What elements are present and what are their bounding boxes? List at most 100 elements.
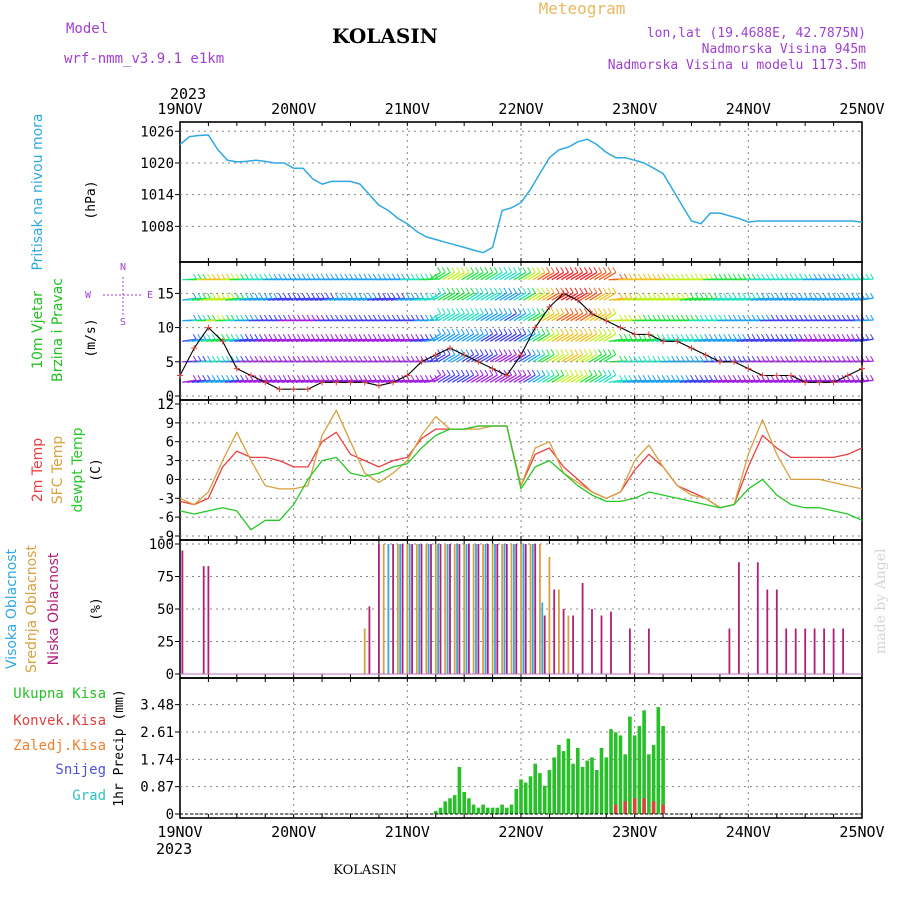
precip-bar-0: [433, 810, 438, 814]
wind-barb: [329, 297, 344, 301]
wind-barb: [736, 338, 751, 342]
wind-barb-flag: [789, 314, 794, 321]
wind-barb-flag: [555, 328, 560, 335]
wind-barb-flag: [273, 314, 278, 321]
wind-barb: [622, 338, 637, 342]
wind-barb: [556, 271, 569, 281]
wind-barb: [508, 312, 522, 322]
precip-bar-0: [505, 807, 509, 814]
wind-barb-flag: [704, 333, 709, 340]
wind-barb-flag: [541, 308, 546, 314]
wind-barb-flag: [460, 328, 465, 335]
precip-bar-0: [580, 766, 585, 814]
wind-barb-flag: [221, 292, 226, 299]
wind-barb-flag: [751, 333, 756, 340]
wind-barb-flag: [358, 314, 363, 321]
wind-barb-flag: [541, 287, 546, 294]
wind-barb: [651, 379, 666, 383]
wind-barb-flag: [207, 314, 212, 321]
wind-barb-flag: [315, 374, 320, 381]
precip-bar-0: [595, 770, 599, 814]
wind-barb-flag: [694, 292, 699, 299]
time-label-bottom: 21NOV: [385, 823, 430, 841]
wind-barb-flag: [287, 292, 292, 299]
temp-ytick-label: 6: [166, 435, 174, 451]
wind-barb-flag: [512, 328, 517, 335]
wind-barb: [556, 333, 569, 342]
side-labels: Pritisak na nivou mora (hPa) 10m Vjetar Brz…: [4, 113, 153, 806]
wind-barb-flag: [377, 273, 382, 280]
wind-barb-flag: [420, 273, 425, 280]
wind-barb: [779, 338, 794, 342]
wind-barb-flag: [484, 267, 489, 273]
wind-barb-flag: [517, 328, 522, 335]
wind-barb: [579, 333, 593, 342]
wind-barb-flag: [316, 314, 320, 321]
wind-barb-flag: [727, 292, 732, 299]
wind-barb: [489, 271, 503, 281]
wind-barb: [433, 333, 446, 342]
wind-barb: [205, 297, 220, 301]
wind-barb-flag: [226, 355, 230, 362]
pressure-ytick-label: 1026: [140, 124, 174, 140]
wind-barb-flag: [637, 333, 642, 340]
wind-barb-flag: [628, 314, 633, 321]
wind-barb-flag: [723, 292, 728, 299]
wind-barb: [584, 271, 598, 281]
wind-barb: [570, 353, 584, 363]
wind-barb: [480, 333, 494, 342]
wind-barb-flag: [406, 355, 410, 362]
wind-barb: [272, 297, 287, 301]
wind-gust-marker: [404, 372, 411, 379]
wind-barb-flag: [382, 355, 387, 362]
wind-barb-flag: [320, 374, 325, 381]
wind-barb: [584, 312, 598, 322]
wind-barb-flag: [794, 314, 799, 321]
wind-barb-flag: [704, 374, 709, 381]
wind-barb-flag: [216, 292, 221, 299]
cloud-yunit: (%): [89, 597, 104, 620]
wind-barb-flag: [832, 374, 837, 381]
wind-barb: [698, 379, 713, 383]
wind-barb: [835, 338, 850, 342]
wind-barb-flag: [822, 314, 827, 321]
wind-barb: [456, 271, 470, 281]
wind-barb: [447, 333, 460, 342]
wind-barb-flag: [536, 267, 541, 273]
wind-barb: [475, 312, 489, 322]
wind-barb-flag: [565, 328, 569, 335]
wind-barb-flag: [680, 314, 685, 321]
temp-ylabel-1: SFC Temp: [50, 436, 66, 505]
wind-barb-flag: [708, 333, 713, 340]
precip-bar-0: [514, 788, 519, 814]
wind-barb: [451, 353, 465, 363]
wind-barb-flag: [813, 314, 818, 321]
wind-barb-flag: [675, 355, 680, 362]
wind-barb: [451, 333, 465, 342]
wind-barb-flag: [339, 292, 344, 299]
wind-barb: [570, 312, 584, 322]
wind-barb: [215, 379, 230, 383]
wind-barb-flag: [211, 292, 216, 299]
wind-barb-flag: [851, 374, 855, 381]
wind-barb-flag: [694, 333, 699, 340]
wind-barb: [769, 379, 784, 383]
temp-line-1: [179, 409, 863, 509]
footer-station: KOLASIN: [333, 863, 396, 878]
precip-bar-0: [613, 732, 618, 814]
wind-barb-flag: [377, 374, 382, 381]
wind-barb-flag: [484, 328, 489, 335]
wind-barb: [357, 297, 372, 301]
precip-bar-0: [656, 707, 661, 814]
precip-bar-0: [490, 807, 495, 814]
wind-barb: [428, 312, 441, 322]
wind-barb: [470, 292, 484, 301]
wind-barb-flag: [661, 355, 666, 362]
wind-barb-flag: [593, 308, 598, 314]
wind-barb: [537, 333, 550, 342]
wind-barb-flag: [226, 314, 230, 321]
wind-barb-flag: [493, 328, 498, 335]
wind-barb-flag: [489, 287, 494, 294]
wind-barb-flag: [202, 374, 207, 381]
wind-barb-flag: [306, 292, 311, 299]
